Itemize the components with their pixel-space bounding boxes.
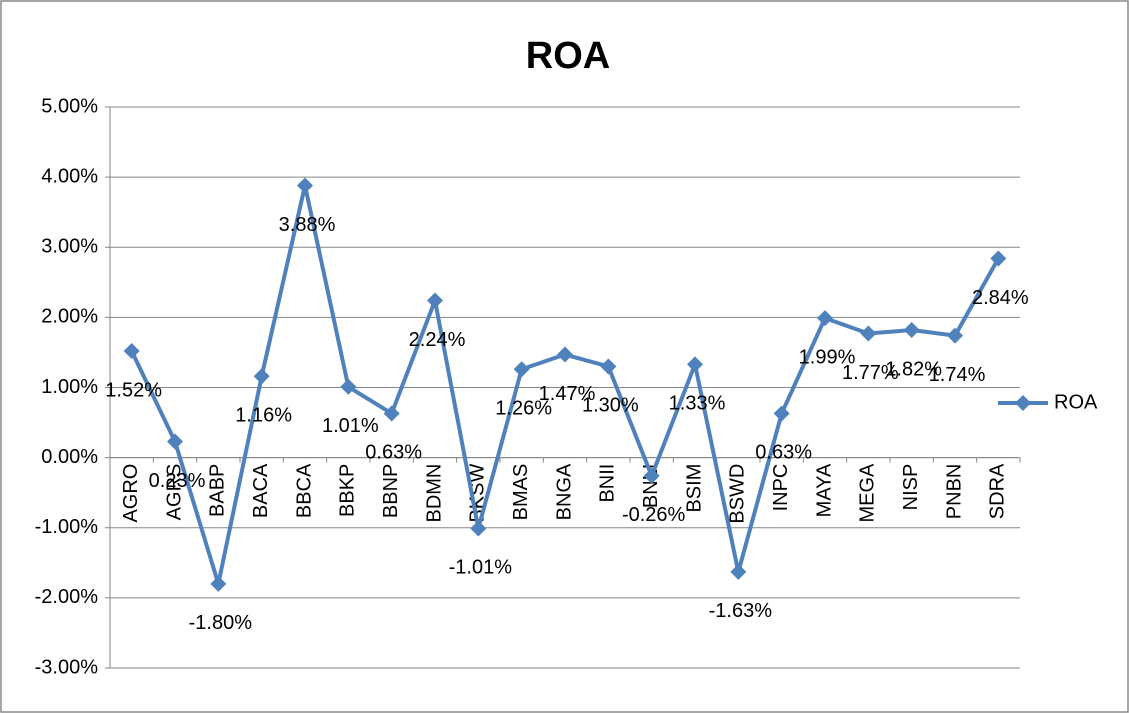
data-label: -1.63%	[709, 600, 773, 622]
x-tick-label: AGRO	[120, 464, 142, 523]
data-label: 2.24%	[409, 329, 466, 351]
data-marker	[903, 321, 920, 338]
data-marker	[600, 358, 617, 375]
data-label: 1.47%	[539, 383, 596, 405]
data-label: 3.88%	[279, 214, 336, 236]
x-tick-label: BACA	[250, 463, 272, 518]
data-label: 1.74%	[929, 364, 986, 386]
data-label: -1.80%	[189, 612, 253, 634]
x-tick-label: BABP	[207, 464, 229, 517]
x-tick-label: BMAS	[510, 464, 532, 521]
data-label: 1.30%	[582, 395, 639, 417]
y-tick-label: -3.00%	[35, 656, 99, 678]
data-marker	[253, 368, 270, 385]
data-marker	[687, 356, 703, 373]
x-tick-label: NISP	[900, 464, 922, 511]
data-label: 1.16%	[235, 405, 292, 427]
data-label: 1.26%	[495, 398, 552, 420]
y-tick-label: 3.00%	[41, 236, 98, 258]
data-marker	[383, 405, 400, 422]
x-tick-label: BNGA	[553, 463, 575, 520]
data-marker	[513, 361, 530, 378]
data-label: 1.01%	[322, 415, 379, 437]
x-tick-label: BSIM	[683, 464, 705, 513]
y-tick-label: 0.00%	[41, 446, 98, 468]
data-marker	[210, 575, 227, 592]
data-label: 1.82%	[885, 358, 942, 380]
data-marker	[427, 292, 443, 309]
data-marker	[123, 343, 140, 360]
x-tick-label: PNBN	[943, 464, 965, 520]
data-label: 2.84%	[972, 287, 1029, 309]
x-tick-label: MAYA	[813, 463, 835, 517]
data-marker	[470, 520, 487, 537]
x-tick-label: AGRS	[163, 464, 185, 521]
y-tick-label: -2.00%	[35, 586, 99, 608]
x-tick-label: BBNP	[380, 464, 402, 518]
data-marker	[340, 378, 357, 395]
y-tick-label: 1.00%	[41, 376, 98, 398]
x-tick-label: SDRA	[987, 463, 1009, 519]
legend-label: ROA	[1054, 391, 1098, 413]
data-marker	[730, 563, 747, 580]
data-marker	[817, 310, 833, 327]
data-label: 0.63%	[365, 442, 422, 464]
x-tick-label: BSWD	[727, 464, 749, 524]
data-marker	[773, 405, 790, 422]
data-marker	[947, 327, 963, 344]
data-label: -1.01%	[449, 557, 513, 579]
y-tick-label: 4.00%	[41, 165, 98, 187]
data-label: 0.23%	[149, 470, 206, 492]
x-tick-label: BDMN	[423, 464, 445, 523]
data-marker	[860, 325, 877, 342]
data-marker	[557, 346, 573, 363]
data-marker	[990, 250, 1007, 267]
data-label: 1.52%	[105, 379, 162, 401]
data-label: 1.33%	[669, 393, 726, 415]
data-label: 0.63%	[755, 442, 812, 464]
x-tick-label: BNII	[597, 464, 619, 503]
y-tick-label: 5.00%	[41, 95, 98, 117]
x-tick-label: MEGA	[857, 463, 879, 523]
data-label: 1.77%	[842, 362, 899, 384]
x-tick-label: BBCA	[293, 463, 315, 518]
x-tick-label: INPC	[770, 464, 792, 512]
legend-marker	[1015, 395, 1031, 411]
y-tick-label: -1.00%	[35, 516, 99, 538]
y-tick-label: 2.00%	[41, 306, 98, 328]
x-tick-label: BBKP	[337, 464, 359, 517]
data-marker	[643, 467, 660, 484]
chart-title: ROA	[526, 35, 610, 77]
data-label: -0.26%	[622, 504, 686, 526]
data-label: 1.99%	[799, 346, 856, 368]
data-marker	[297, 177, 313, 194]
data-marker	[167, 433, 183, 450]
